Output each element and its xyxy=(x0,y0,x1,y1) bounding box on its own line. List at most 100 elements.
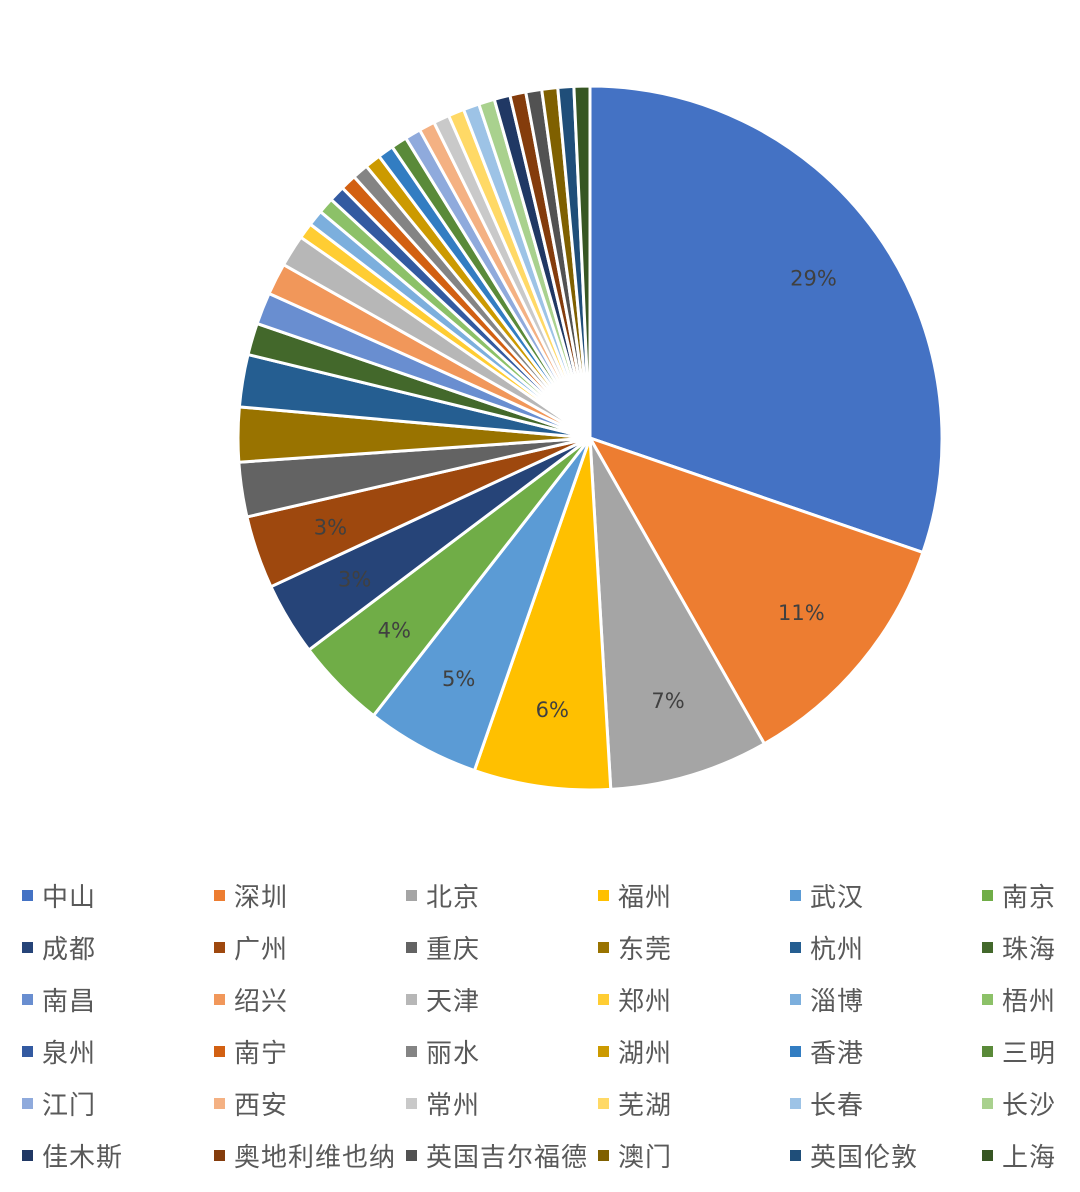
legend-swatch xyxy=(22,1149,33,1161)
legend-item: 湖州 xyxy=(598,1036,790,1069)
legend-label: 中山 xyxy=(42,882,97,913)
legend-swatch xyxy=(598,1045,609,1057)
legend-swatch xyxy=(22,1045,33,1057)
legend-swatch xyxy=(790,1045,801,1057)
legend-item: 长沙 xyxy=(982,1088,1080,1121)
legend-label: 澳门 xyxy=(618,1142,673,1173)
legend-swatch xyxy=(982,1097,993,1109)
legend-item: 福州 xyxy=(598,880,790,913)
legend-label: 珠海 xyxy=(1002,934,1057,965)
legend-label: 芜湖 xyxy=(618,1090,673,1121)
legend-label: 上海 xyxy=(1002,1142,1057,1173)
legend-swatch xyxy=(406,1097,417,1109)
pie-slice-3 xyxy=(472,436,613,792)
legend-swatch xyxy=(790,993,801,1005)
legend-label: 泉州 xyxy=(42,1038,97,1069)
legend-swatch xyxy=(790,889,801,901)
slice-data-label-6: 3% xyxy=(338,567,371,591)
slice-data-label-2: 7% xyxy=(651,689,684,713)
legend-label: 长春 xyxy=(810,1090,865,1121)
legend-label: 北京 xyxy=(426,882,481,913)
legend-label: 湖州 xyxy=(618,1038,673,1069)
legend-label: 长沙 xyxy=(1002,1090,1057,1121)
legend-label: 郑州 xyxy=(618,986,673,1017)
legend-item: 泉州 xyxy=(22,1036,214,1069)
legend-item: 重庆 xyxy=(406,932,598,965)
legend-label: 绍兴 xyxy=(234,986,289,1017)
legend-swatch xyxy=(214,993,225,1005)
legend-swatch xyxy=(982,1045,993,1057)
legend-label: 南京 xyxy=(1002,882,1057,913)
legend-item: 江门 xyxy=(22,1088,214,1121)
legend-item: 澳门 xyxy=(598,1140,790,1173)
legend-swatch xyxy=(982,941,993,953)
legend-item: 郑州 xyxy=(598,984,790,1017)
slice-data-label-5: 4% xyxy=(378,619,411,643)
legend-swatch xyxy=(406,993,417,1005)
legend-swatch xyxy=(214,941,225,953)
legend-item: 芜湖 xyxy=(598,1088,790,1121)
legend-swatch xyxy=(598,993,609,1005)
pie-slice-1 xyxy=(588,436,925,746)
legend-item: 梧州 xyxy=(982,984,1080,1017)
legend-item: 香港 xyxy=(790,1036,982,1069)
legend-item: 广州 xyxy=(214,932,406,965)
legend-swatch xyxy=(598,1149,609,1161)
legend-item: 武汉 xyxy=(790,880,982,913)
legend-label: 香港 xyxy=(810,1038,865,1069)
legend-swatch xyxy=(406,1149,417,1161)
legend-swatch xyxy=(214,1045,225,1057)
slice-data-label-1: 11% xyxy=(778,601,825,625)
legend-label: 重庆 xyxy=(426,934,481,965)
legend-item: 长春 xyxy=(790,1088,982,1121)
legend-label: 淄博 xyxy=(810,986,865,1017)
legend-swatch xyxy=(22,889,33,901)
legend-item: 南京 xyxy=(982,880,1080,913)
legend-label: 杭州 xyxy=(810,934,865,965)
legend-item: 英国吉尔福德 xyxy=(406,1140,598,1173)
legend-item: 丽水 xyxy=(406,1036,598,1069)
legend-label: 佳木斯 xyxy=(42,1142,124,1173)
legend-label: 英国伦敦 xyxy=(810,1142,919,1173)
legend-label: 丽水 xyxy=(426,1038,481,1069)
legend-item: 南昌 xyxy=(22,984,214,1017)
chart-legend: 中山 深圳 北京 福州 武汉 南京 成都 广州 重庆 东莞 杭州 珠海 南昌 绍兴 天津 郑州 淄博 梧州 泉州 南宁… xyxy=(22,880,1072,1173)
legend-swatch xyxy=(598,889,609,901)
legend-item: 成都 xyxy=(22,932,214,965)
legend-label: 天津 xyxy=(426,986,481,1017)
legend-item: 深圳 xyxy=(214,880,406,913)
legend-swatch xyxy=(790,1149,801,1161)
slice-data-label-4: 5% xyxy=(442,667,475,691)
legend-swatch xyxy=(790,941,801,953)
legend-item: 奥地利维也纳 xyxy=(214,1140,406,1173)
pie-chart: 29% 11% 7% 6% 5% 4% 3% 3% xyxy=(236,84,944,792)
pie-svg: 29% 11% 7% 6% 5% 4% 3% 3% xyxy=(236,84,944,792)
legend-item: 天津 xyxy=(406,984,598,1017)
legend-swatch xyxy=(22,941,33,953)
legend-swatch xyxy=(214,1149,225,1161)
slice-data-label-7: 3% xyxy=(314,515,347,539)
legend-item: 英国伦敦 xyxy=(790,1140,982,1173)
legend-label: 成都 xyxy=(42,934,97,965)
legend-item: 三明 xyxy=(982,1036,1080,1069)
legend-label: 奥地利维也纳 xyxy=(234,1142,397,1173)
legend-swatch xyxy=(406,1045,417,1057)
legend-item: 淄博 xyxy=(790,984,982,1017)
legend-label: 西安 xyxy=(234,1090,289,1121)
legend-swatch xyxy=(22,1097,33,1109)
legend-label: 武汉 xyxy=(810,882,865,913)
legend-item: 东莞 xyxy=(598,932,790,965)
legend-item: 佳木斯 xyxy=(22,1140,214,1173)
legend-label: 东莞 xyxy=(618,934,673,965)
legend-label: 深圳 xyxy=(234,882,289,913)
legend-label: 梧州 xyxy=(1002,986,1057,1017)
legend-item: 常州 xyxy=(406,1088,598,1121)
legend-item: 中山 xyxy=(22,880,214,913)
slice-data-label-0: 29% xyxy=(790,267,837,291)
legend-label: 江门 xyxy=(42,1090,97,1121)
legend-swatch xyxy=(982,993,993,1005)
legend-item: 绍兴 xyxy=(214,984,406,1017)
legend-item: 北京 xyxy=(406,880,598,913)
legend-swatch xyxy=(982,889,993,901)
legend-item: 上海 xyxy=(982,1140,1080,1173)
